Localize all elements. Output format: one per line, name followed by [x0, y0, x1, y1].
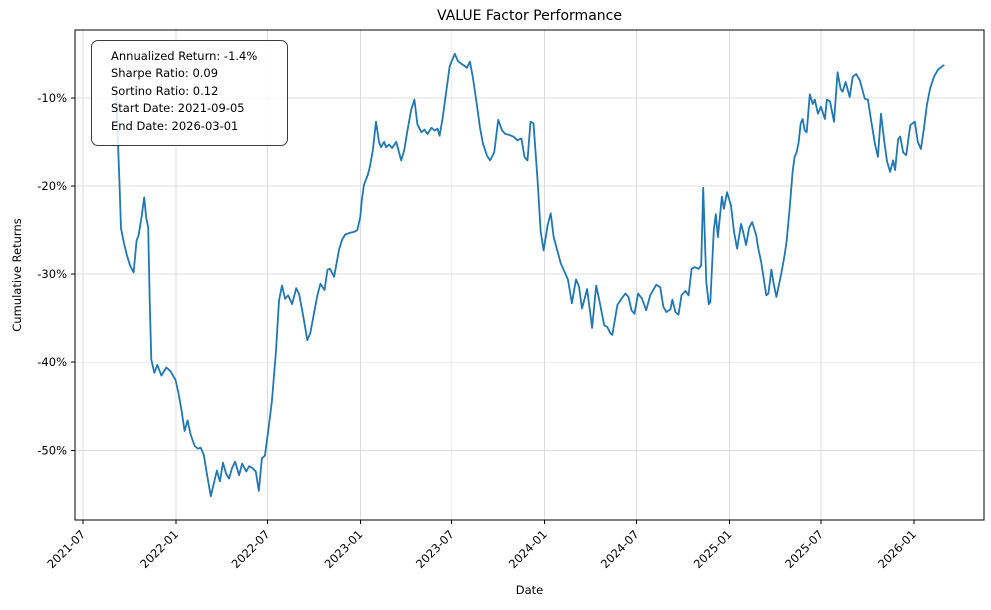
y-tick-label: -30% [37, 267, 67, 281]
x-tick-label: 2025-01 [691, 527, 735, 571]
y-tick-labels: -10% -20% -30% -40% -50% [37, 91, 67, 458]
x-tick-label: 2026-01 [875, 527, 919, 571]
y-tick-label: -50% [37, 443, 67, 457]
stats-line: Start Date: 2021-09-05 [111, 101, 245, 116]
x-tick-label: 2023-07 [413, 527, 457, 571]
x-tick-label: 2024-07 [598, 527, 642, 571]
x-tick-label: 2021-07 [44, 527, 88, 571]
stats-line: End Date: 2026-03-01 [111, 118, 239, 133]
stats-line: Sharpe Ratio: 0.09 [111, 66, 219, 81]
y-tick-label: -10% [37, 91, 67, 105]
x-tick-label: 2023-01 [322, 527, 366, 571]
x-tick-label: 2025-07 [782, 527, 826, 571]
axes-frame [74, 29, 985, 521]
performance-line [115, 52, 945, 498]
stats-line: Sortino Ratio: 0.12 [111, 83, 219, 98]
x-axis-label: Date [515, 583, 544, 597]
x-tick-labels: 2021-07 2022-01 2022-07 2023-01 2023-07 2024-… [44, 527, 919, 571]
stats-line: Annualized Return: -1.4% [111, 49, 258, 63]
y-tick-label: -20% [37, 179, 67, 193]
x-tick-label: 2022-07 [229, 527, 273, 571]
y-tick-label: -40% [37, 355, 67, 369]
x-tick-label: 2024-01 [506, 527, 550, 571]
x-tick-label: 2022-01 [137, 527, 181, 571]
stats-annotation-box: Annualized Return: -1.4% Sharpe Ratio: 0.… [91, 40, 288, 146]
y-axis-label: Cumulative Returns [10, 218, 24, 332]
axis-ticks [71, 97, 915, 524]
chart-title: VALUE Factor Performance [437, 8, 622, 24]
